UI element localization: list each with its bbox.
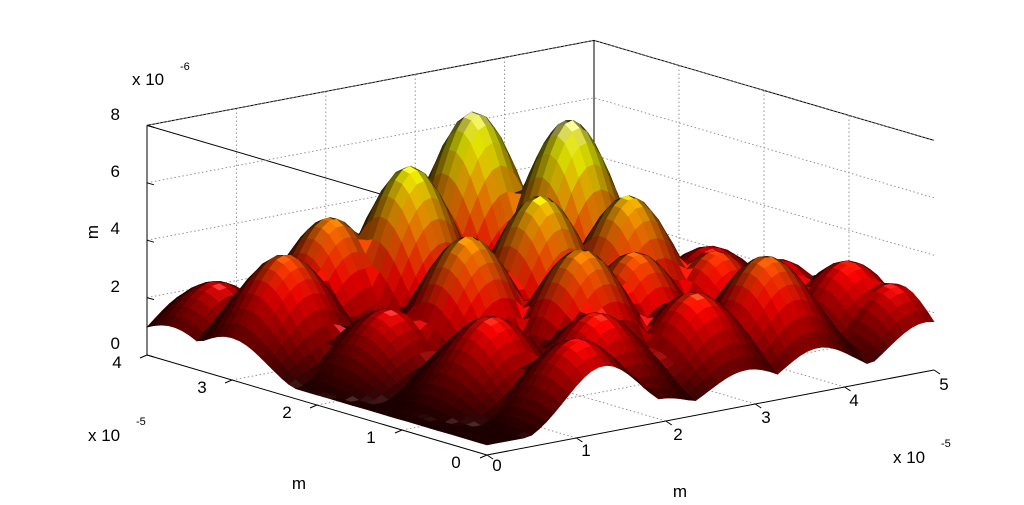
x-tick-label: 2	[673, 425, 682, 444]
y-tick	[224, 379, 233, 384]
grid-line	[146, 97, 595, 184]
surface	[146, 111, 935, 446]
z-tick	[146, 182, 155, 186]
z-axis-label: m	[83, 225, 102, 239]
x-multiplier: x 10 -5	[893, 438, 951, 467]
x-tick-label: 4	[849, 391, 858, 410]
y-tick	[309, 404, 318, 409]
y-tick	[394, 429, 403, 434]
grid-line	[593, 154, 935, 256]
z-tick	[146, 124, 155, 128]
y-multiplier: x 10 -5	[88, 416, 146, 445]
x-tick-label: 3	[761, 408, 770, 427]
y-tick-label: 0	[451, 453, 460, 472]
z-tick	[146, 297, 155, 301]
z-tick-label: 2	[111, 277, 120, 296]
x-tick	[933, 369, 941, 375]
z-tick-labels: 0 2 4 6 8	[111, 105, 120, 353]
y-tick-label: 3	[197, 378, 206, 397]
x-multiplier-exponent: -5	[941, 438, 951, 450]
z-tick-label: 0	[111, 334, 120, 353]
x-tick-label: 0	[492, 456, 501, 475]
y-axis-label: m	[292, 474, 306, 493]
x-tick-label: 5	[939, 375, 948, 394]
y-tick-label: 4	[112, 353, 121, 372]
z-tick-label: 8	[111, 105, 120, 124]
y-tick-label: 1	[366, 428, 375, 447]
z-multiplier-base: x 10	[132, 70, 164, 89]
z-multiplier-exponent: -6	[180, 61, 190, 73]
box-edge	[146, 39, 595, 126]
grid-line	[593, 39, 935, 141]
y-multiplier-exponent: -5	[136, 416, 146, 428]
x-multiplier-base: x 10	[893, 448, 925, 467]
y-multiplier-base: x 10	[88, 426, 120, 445]
y-tick	[479, 454, 488, 459]
z-multiplier: x 10 -6	[132, 61, 190, 89]
y-tick	[139, 354, 148, 359]
x-tick-label: 1	[581, 441, 590, 460]
z-tick-label: 4	[111, 219, 120, 238]
z-tick	[146, 239, 155, 243]
x-axis-label: m	[673, 482, 687, 501]
z-tick-label: 6	[111, 162, 120, 181]
z-tick	[146, 354, 155, 358]
y-tick-label: 2	[282, 403, 291, 422]
x-tick	[665, 420, 673, 426]
